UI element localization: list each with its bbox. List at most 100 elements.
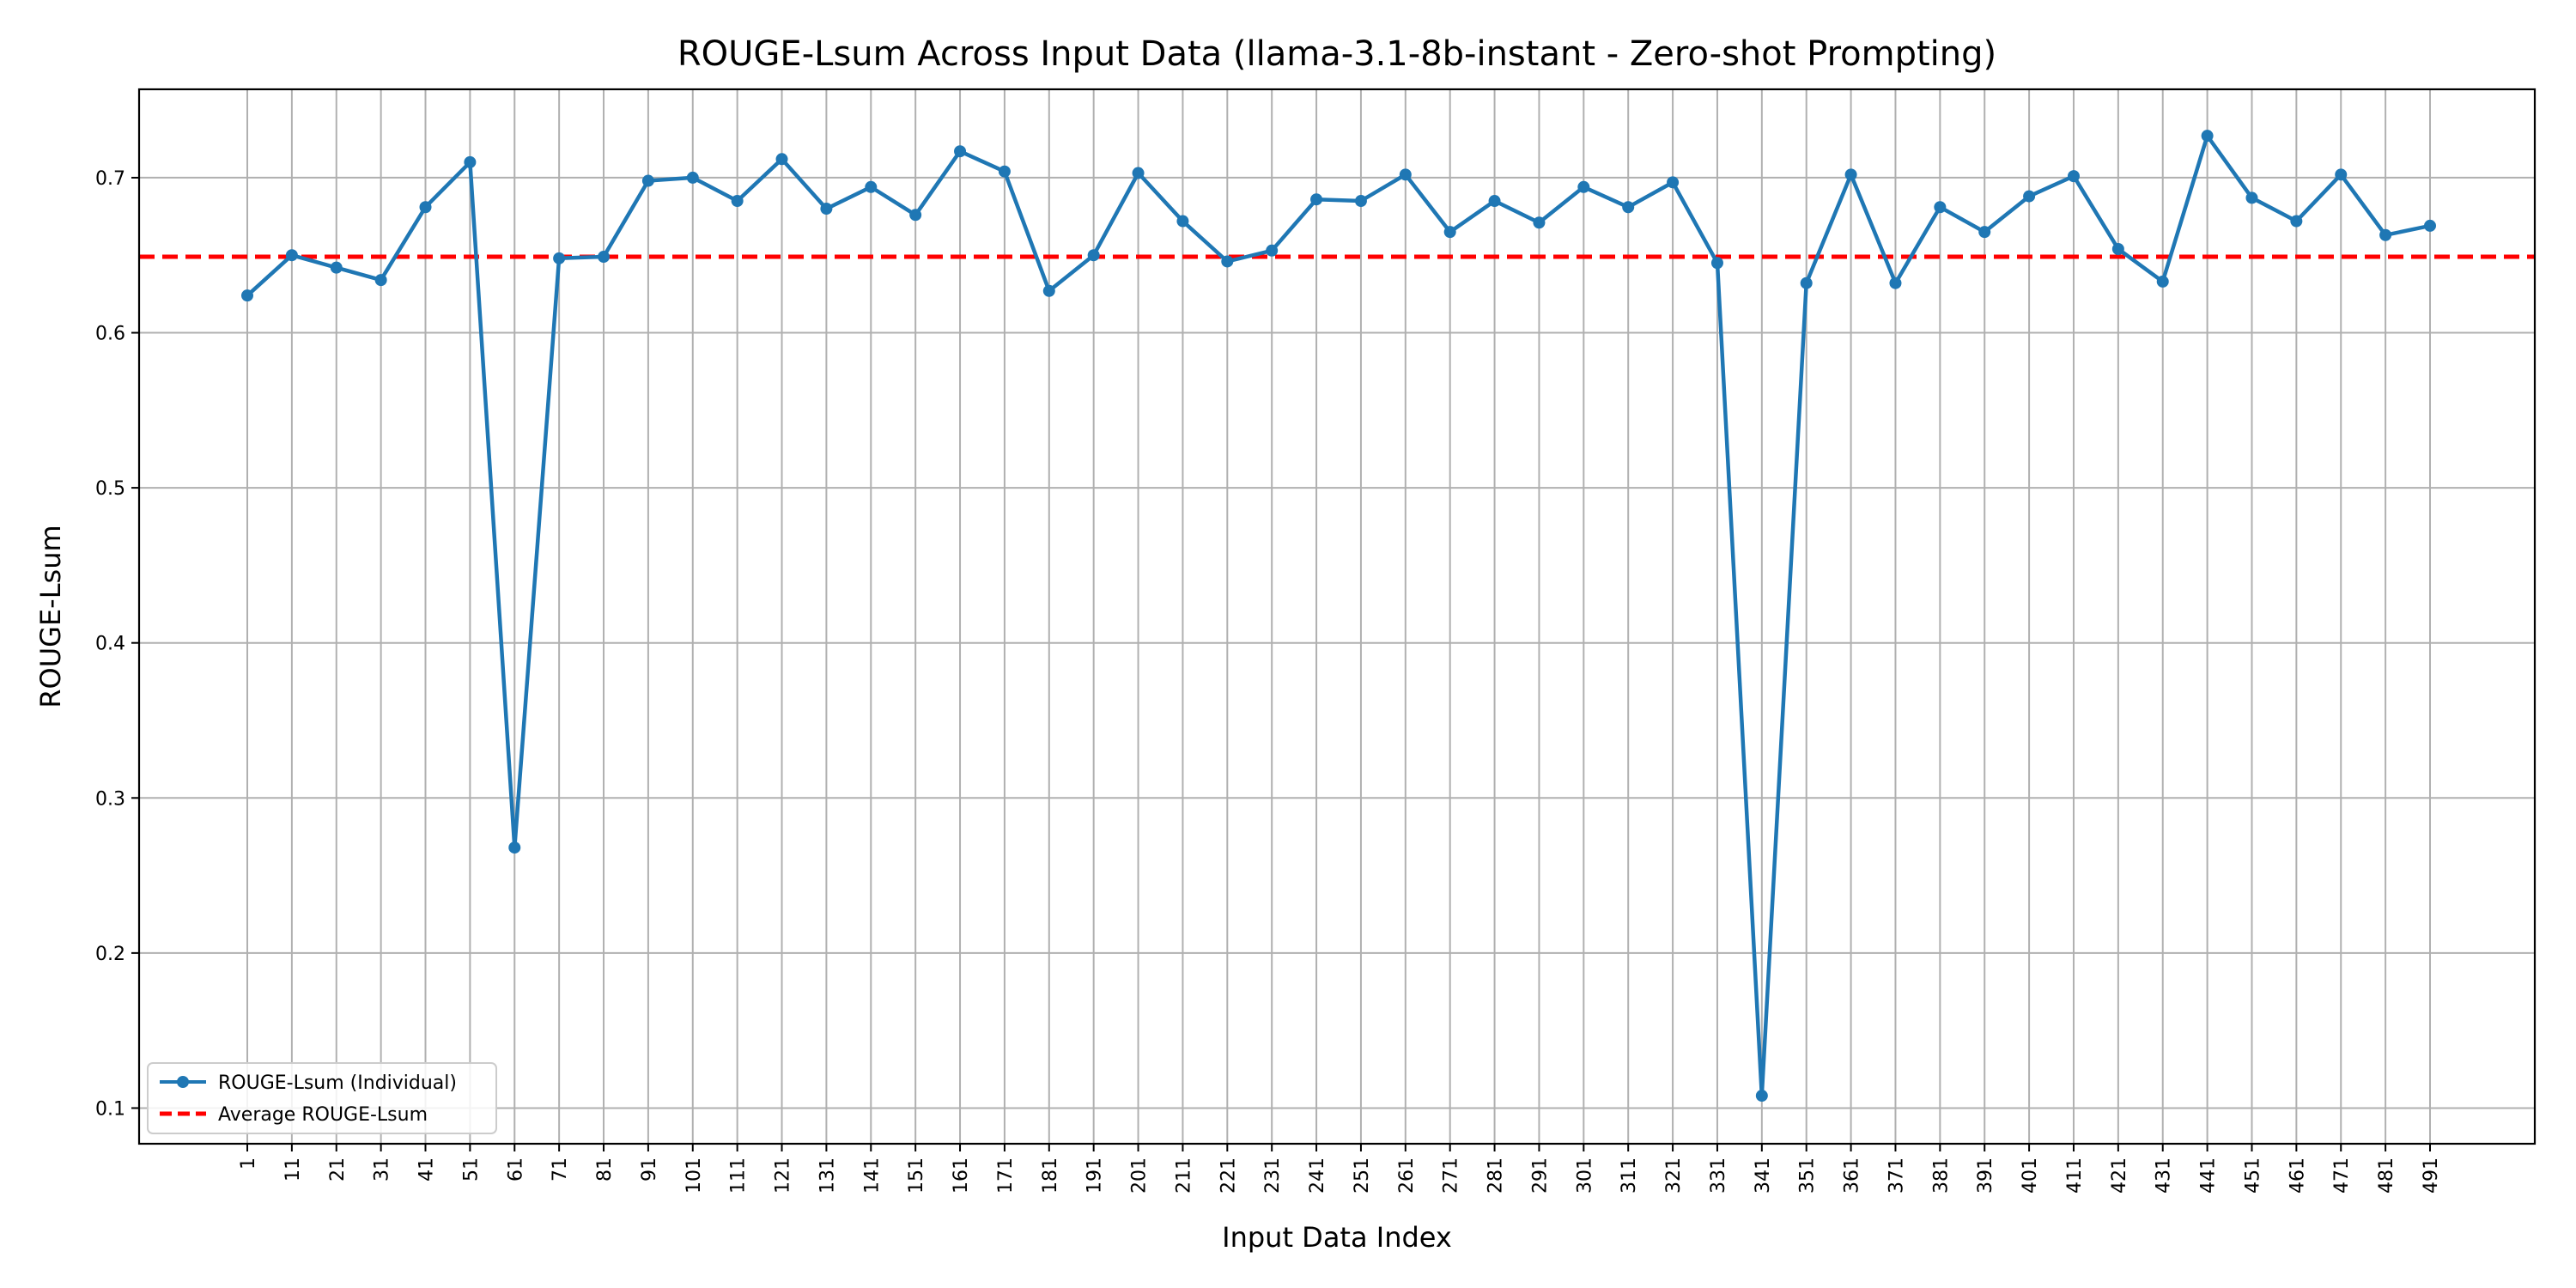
y-tick-label: 0.4 — [95, 634, 125, 655]
legend-box — [147, 1062, 497, 1134]
x-axis-label: Input Data Index — [1222, 1221, 1452, 1254]
data-point — [2335, 168, 2348, 181]
data-point — [1533, 216, 1546, 229]
x-tick-label: 151 — [906, 1157, 927, 1194]
y-tick-label: 0.3 — [95, 788, 125, 810]
data-point — [241, 289, 253, 302]
x-tick-label: 391 — [1975, 1157, 1996, 1194]
data-point — [464, 155, 477, 168]
data-point — [1221, 255, 1234, 268]
x-tick-label: 141 — [861, 1157, 883, 1194]
x-tick-label: 61 — [505, 1157, 526, 1182]
x-tick-label: 211 — [1173, 1157, 1194, 1194]
y-axis-label: ROUGE-Lsum — [34, 525, 67, 708]
x-tick-label: 431 — [2154, 1157, 2175, 1194]
legend: ROUGE-Lsum (Individual) Average ROUGE-Ls… — [147, 1062, 497, 1134]
data-point — [1755, 1090, 1768, 1103]
data-point — [1934, 201, 1947, 214]
data-point — [1889, 276, 1902, 289]
x-tick-label: 51 — [460, 1157, 482, 1182]
x-tick-label: 471 — [2331, 1157, 2353, 1194]
data-point — [865, 180, 878, 193]
data-point — [1800, 276, 1813, 289]
data-point — [1844, 168, 1857, 181]
data-point — [1132, 167, 1145, 179]
x-tick-label: 81 — [594, 1157, 616, 1182]
data-point — [508, 841, 521, 854]
data-point — [2424, 219, 2436, 232]
data-point — [2245, 191, 2258, 204]
legend-label-average: Average ROUGE-Lsum — [218, 1104, 428, 1126]
y-tick-label: 0.2 — [95, 944, 125, 965]
x-tick-label: 451 — [2242, 1157, 2263, 1194]
data-point — [731, 195, 744, 208]
tick-layer: 1 11 21 31 41 51 61 71 81 91 101 111 121 131 141 151 161… — [95, 168, 2442, 1194]
x-tick-label: 171 — [995, 1157, 1017, 1194]
x-tick-label: 301 — [1574, 1157, 1595, 1194]
data-point — [1176, 215, 1189, 228]
x-tick-label: 1 — [238, 1157, 259, 1170]
data-point — [598, 251, 611, 264]
data-point — [1488, 195, 1501, 208]
x-tick-label: 21 — [327, 1157, 349, 1182]
data-point — [1310, 193, 1323, 206]
data-point — [954, 145, 967, 158]
x-tick-label: 481 — [2376, 1157, 2397, 1194]
x-tick-label: 201 — [1129, 1157, 1151, 1194]
x-tick-label: 401 — [2020, 1157, 2041, 1194]
grid-layer — [139, 89, 2535, 1144]
x-tick-label: 241 — [1307, 1157, 1328, 1194]
data-point — [1399, 168, 1412, 181]
data-point — [641, 174, 654, 187]
y-tick-label: 0.6 — [95, 324, 125, 345]
data-point — [2201, 130, 2214, 143]
y-tick-label: 0.5 — [95, 478, 125, 500]
data-point — [909, 209, 922, 222]
x-tick-label: 371 — [1886, 1157, 1907, 1194]
data-point — [1577, 180, 1590, 193]
x-tick-label: 261 — [1396, 1157, 1418, 1194]
x-tick-label: 411 — [2064, 1157, 2086, 1194]
data-point — [1042, 284, 1055, 297]
x-tick-label: 231 — [1262, 1157, 1284, 1194]
data-point — [686, 171, 699, 184]
data-point — [775, 153, 788, 166]
data-point — [553, 252, 566, 264]
x-tick-label: 91 — [639, 1157, 660, 1182]
x-tick-label: 251 — [1352, 1157, 1373, 1194]
y-tick-label: 0.7 — [95, 168, 125, 190]
data-point — [1667, 176, 1680, 189]
x-tick-label: 101 — [683, 1157, 705, 1194]
data-point — [2156, 275, 2169, 288]
data-point — [820, 203, 833, 216]
data-point — [1266, 244, 1279, 257]
data-point — [2379, 228, 2392, 241]
x-tick-label: 331 — [1708, 1157, 1729, 1194]
x-tick-label: 351 — [1797, 1157, 1819, 1194]
x-tick-label: 271 — [1441, 1157, 1462, 1194]
x-tick-label: 191 — [1084, 1157, 1106, 1194]
x-tick-label: 321 — [1663, 1157, 1685, 1194]
data-point — [2290, 215, 2303, 228]
data-point — [1354, 195, 1367, 208]
data-point — [419, 201, 432, 214]
x-tick-label: 361 — [1842, 1157, 1863, 1194]
x-tick-label: 341 — [1753, 1157, 1774, 1194]
x-tick-label: 311 — [1619, 1157, 1640, 1194]
x-tick-label: 111 — [728, 1157, 750, 1194]
x-tick-label: 281 — [1485, 1157, 1507, 1194]
series-layer — [241, 130, 2436, 1103]
x-tick-label: 461 — [2287, 1157, 2308, 1194]
x-tick-label: 441 — [2198, 1157, 2220, 1194]
data-point — [1087, 249, 1100, 262]
y-tick-label: 0.1 — [95, 1098, 125, 1120]
x-tick-label: 71 — [550, 1157, 571, 1182]
data-point — [2111, 243, 2124, 256]
data-point — [1978, 226, 1991, 239]
x-tick-label: 121 — [773, 1157, 794, 1194]
x-tick-label: 41 — [416, 1157, 438, 1182]
series-line-individual — [246, 133, 2431, 1098]
x-tick-label: 291 — [1529, 1157, 1551, 1194]
